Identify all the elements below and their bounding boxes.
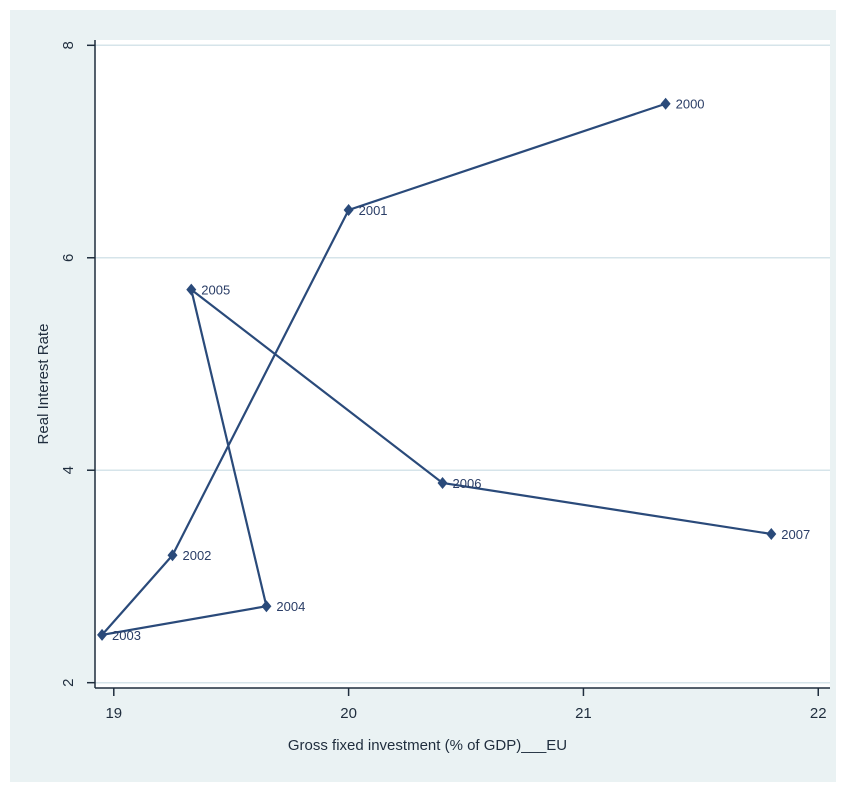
data-point bbox=[261, 600, 272, 613]
data-point bbox=[167, 549, 178, 562]
series-layer bbox=[97, 97, 777, 641]
data-point-label: 2001 bbox=[359, 203, 388, 218]
data-point-label: 2007 bbox=[781, 527, 810, 542]
data-point bbox=[660, 97, 671, 110]
data-point-label: 2003 bbox=[112, 628, 141, 643]
data-point bbox=[97, 628, 108, 641]
x-tick-label: 20 bbox=[340, 705, 357, 722]
axes-layer: 2 4 6 8 19 20 21 22 bbox=[60, 40, 830, 722]
data-point-label: 2005 bbox=[201, 283, 230, 298]
x-tick-label: 22 bbox=[810, 705, 827, 722]
labels-layer: 2000 2001 2002 2003 2004 2005 2006 2007 bbox=[112, 97, 810, 643]
y-tick-label: 2 bbox=[60, 679, 77, 687]
data-point-label: 2006 bbox=[453, 476, 482, 491]
data-point bbox=[343, 203, 354, 216]
data-point bbox=[766, 527, 777, 540]
grid-layer bbox=[95, 44, 830, 684]
data-point-label: 2004 bbox=[276, 599, 305, 614]
plot-area bbox=[95, 40, 830, 688]
y-tick-label: 8 bbox=[60, 41, 77, 49]
data-point bbox=[186, 283, 197, 296]
x-axis-title: Gross fixed investment (% of GDP)___EU bbox=[288, 737, 567, 754]
x-tick-label: 19 bbox=[105, 705, 122, 722]
data-point bbox=[437, 476, 448, 489]
y-tick-label: 6 bbox=[60, 254, 77, 262]
x-tick-label: 21 bbox=[575, 705, 592, 722]
series-line bbox=[99, 102, 772, 637]
y-tick-label: 4 bbox=[60, 466, 77, 474]
data-point-label: 2000 bbox=[676, 97, 705, 112]
data-point-label: 2002 bbox=[182, 548, 211, 563]
y-axis-title: Real Interest Rate bbox=[35, 324, 52, 445]
